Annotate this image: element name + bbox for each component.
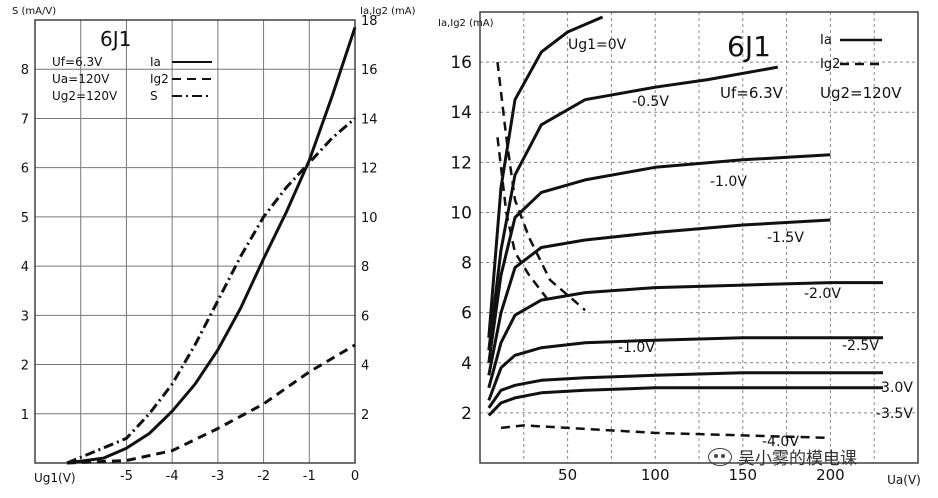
legend-condition: Ua=120V (52, 72, 110, 86)
plot-frame (34, 19, 356, 464)
y-tick-label-left: 2 (21, 359, 29, 374)
y-axis-label-left: S (mA/V) (12, 6, 56, 17)
y-tick-label-right: 12 (361, 162, 378, 177)
y-tick-label-left: 3 (21, 309, 29, 324)
y-tick-label-left: 4 (21, 260, 29, 275)
x-tick-label: 150 (728, 466, 757, 484)
y-tick-label-left: 6 (21, 162, 29, 177)
y-tick-label-left: 1 (21, 408, 29, 423)
x-tick-label: 50 (558, 466, 577, 484)
x-axis-label: Ug1(V) (34, 471, 76, 485)
x-tick-label: 100 (641, 466, 670, 484)
y-tick-label-right: 10 (361, 211, 378, 226)
legend-label: S (150, 89, 158, 103)
y-tick-label-left: 8 (21, 63, 29, 78)
ia-curve (487, 281, 883, 389)
y-tick-label-right: 6 (361, 309, 369, 324)
y-tick-label: 14 (450, 103, 472, 123)
curve-annotation: -3.5V (876, 406, 913, 422)
x-axis-label: Ua(V) (887, 473, 921, 487)
legend-condition: Ug2=120V (52, 89, 118, 103)
x-tick-label: 0 (351, 469, 359, 484)
curve-annotation: -3.0V (876, 380, 913, 396)
y-tick-label: 6 (461, 304, 472, 324)
curve-annotation: -2.0V (804, 286, 841, 302)
series-s-line (66, 117, 356, 465)
y-tick-label-right: 8 (361, 260, 369, 275)
x-tick-label: -4 (166, 469, 179, 484)
x-tick-label: -2 (257, 469, 270, 484)
y-tick-label: 2 (461, 404, 472, 424)
ia-curve (487, 336, 883, 401)
legend-condition: Uf=6.3V (720, 84, 784, 102)
y-tick-label-left: 7 (21, 112, 29, 127)
x-tick-label: 200 (816, 466, 845, 484)
ig2-curve (500, 424, 831, 440)
ia-curve (487, 371, 883, 409)
series-ia-line (66, 26, 357, 465)
y-tick-label-right: 4 (361, 359, 369, 374)
ia-curve (487, 218, 831, 376)
ia-curve (487, 153, 831, 364)
watermark-text: 吴小雾的模电课 (738, 449, 857, 469)
wechat-icon (708, 447, 732, 466)
legend-label: Ig2 (150, 72, 169, 86)
y-tick-label-right: 14 (361, 112, 378, 127)
y-axis-label: Ia,Ig2 (mA) (438, 18, 494, 29)
y-tick-label: 4 (461, 354, 472, 374)
curve-annotation: -0.5V (632, 94, 669, 110)
curve-annotation: -2.5V (842, 338, 879, 354)
ia-curve (487, 65, 779, 351)
legend-label: Ia (820, 33, 832, 48)
y-tick-label-right: 16 (361, 63, 378, 78)
x-tick-label: -5 (120, 469, 133, 484)
curve-annotation: -1.5V (767, 230, 804, 246)
y-tick-label: 8 (461, 254, 472, 274)
curve-annotation: -1.0V (710, 174, 747, 190)
chart-title: 6J1 (727, 30, 771, 63)
ig2-curve (496, 137, 552, 304)
legend-label: Ia (150, 55, 161, 69)
x-tick-label: -3 (211, 469, 224, 484)
curve-annotation: -1.0V (618, 340, 655, 356)
chart-title: 6J1 (100, 27, 131, 51)
legend-condition: Ug2=120V (820, 84, 902, 102)
y-tick-label-left: 5 (21, 211, 29, 226)
ia-curve (487, 15, 604, 338)
curve-annotation: Ug1=0V (568, 37, 627, 53)
legend-condition: Uf=6.3V (52, 55, 103, 69)
y-tick-label-right: 18 (361, 14, 378, 29)
watermark: 吴小雾的模电课 (708, 444, 857, 469)
legend-label: Ig2 (820, 57, 840, 72)
right-chart: 50 100 150 200 2 4 6 8 10 12 14 16 Ia,Ig2 (mA) Ua(V) 6… (438, 11, 921, 487)
y-tick-label-right: 2 (361, 408, 369, 423)
ig2-curve (496, 61, 586, 312)
x-tick-label: -1 (303, 469, 316, 484)
y-tick-label: 10 (450, 203, 472, 223)
y-axis-label-right: Ia,Ig2 (mA) (360, 6, 416, 17)
ia-curve (487, 386, 883, 417)
series-ig2-line (66, 343, 356, 465)
plot-frame (479, 11, 919, 464)
y-tick-label: 12 (450, 153, 472, 173)
y-tick-label: 16 (450, 53, 472, 73)
curve-annotation: -4.0V (762, 434, 799, 450)
